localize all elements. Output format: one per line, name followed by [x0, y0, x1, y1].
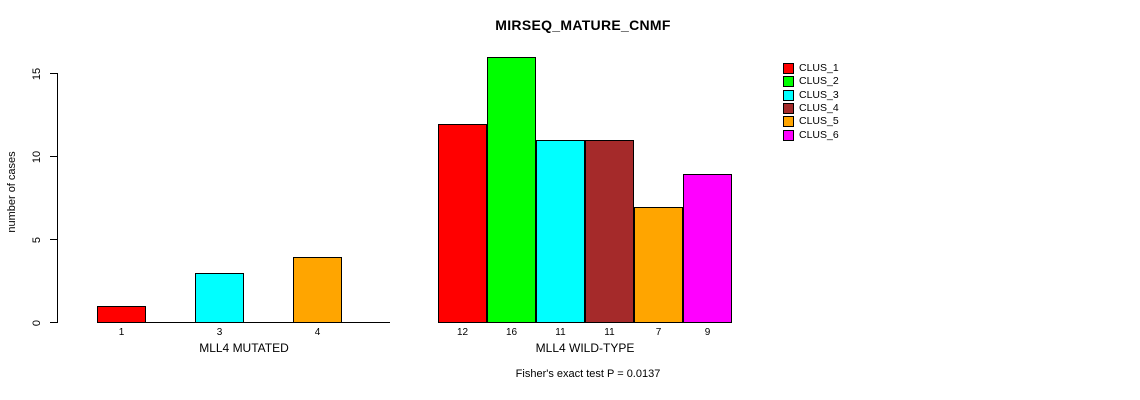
bar-clus_3 [536, 140, 585, 323]
legend-swatch-icon [783, 129, 794, 141]
bar-clus_1 [438, 123, 487, 323]
y-tick-label: 5 [31, 236, 43, 244]
legend-item: CLUS_4 [783, 102, 839, 115]
legend-swatch-icon [783, 89, 794, 101]
bar-value-label: 16 [505, 327, 518, 338]
bar-clus_6 [683, 173, 732, 323]
legend-swatch-icon [783, 63, 794, 75]
bar-clus_5 [634, 206, 683, 323]
y-axis-label: number of cases [6, 151, 18, 233]
bar-clus_5 [293, 256, 342, 323]
y-tick-mark [50, 156, 58, 157]
bar-clus_1 [97, 306, 146, 323]
y-tick-label: 15 [31, 67, 43, 81]
legend-label: CLUS_4 [799, 102, 839, 115]
bar-clus_4 [585, 140, 634, 323]
legend-label: CLUS_6 [799, 128, 839, 141]
legend: CLUS_1 CLUS_2 CLUS_3 CLUS_4 CLUS_5 CLUS_6 [783, 62, 839, 142]
y-tick-mark [50, 322, 58, 323]
legend-item: CLUS_5 [783, 115, 839, 128]
y-tick-mark [50, 73, 58, 74]
y-tick-label: 10 [31, 150, 43, 164]
bar-clus_2 [487, 57, 536, 323]
bar-value-label: 7 [655, 327, 662, 338]
group-label-mll4-mutated: MLL4 MUTATED [199, 341, 289, 355]
bar-value-label: 3 [216, 327, 223, 338]
fisher-test-annotation: Fisher's exact test P = 0.0137 [515, 368, 661, 380]
group-label-mll4-wild-type: MLL4 WILD-TYPE [535, 341, 635, 355]
y-axis-line [57, 74, 58, 323]
bar-value-label: 11 [555, 327, 566, 338]
bar-value-label: 9 [704, 327, 711, 338]
legend-label: CLUS_5 [799, 115, 839, 128]
legend-label: CLUS_1 [799, 62, 839, 75]
legend-item: CLUS_2 [783, 75, 839, 88]
legend-item: CLUS_6 [783, 128, 839, 141]
y-tick-label: 0 [31, 319, 43, 327]
chart-title: MIRSEQ_MATURE_CNMF [495, 17, 671, 33]
legend-item: CLUS_3 [783, 89, 839, 102]
legend-label: CLUS_3 [799, 88, 839, 101]
bar-clus_3 [195, 273, 244, 323]
legend-swatch-icon [783, 116, 794, 128]
bar-value-label: 12 [456, 327, 469, 338]
bar-value-label: 1 [118, 327, 125, 338]
legend-item: CLUS_1 [783, 62, 839, 75]
legend-swatch-icon [783, 103, 794, 115]
bar-value-label: 11 [604, 327, 615, 338]
bar-value-label: 4 [314, 327, 321, 338]
legend-swatch-icon [783, 76, 794, 88]
legend-label: CLUS_2 [799, 75, 839, 88]
y-tick-mark [50, 239, 58, 240]
group-axis-line [438, 322, 732, 323]
group-axis-line [97, 322, 390, 323]
